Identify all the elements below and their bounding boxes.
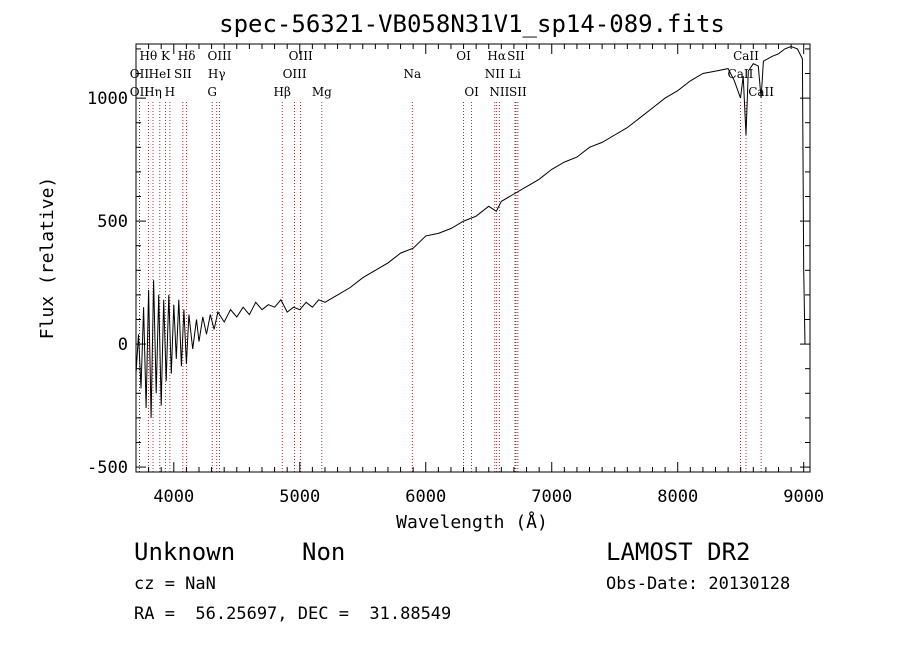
line-label-16: Na (403, 67, 421, 81)
coordinates-text: RA = 56.25697, DEC = 31.88549 (134, 604, 452, 624)
emission-line-markers (139, 102, 762, 472)
line-label-24: SII (509, 85, 527, 99)
chart-title: spec-56321-VB058N31V1_sp14-089.fits (219, 10, 725, 38)
x-tick-label-0: 4000 (153, 487, 194, 507)
y-axis-label: Flux (relative) (37, 177, 58, 340)
line-label-15: Mg (312, 85, 332, 99)
line-label-20: SII (507, 49, 525, 63)
plot-frame (135, 43, 811, 473)
subclass-label: Non (302, 538, 346, 566)
line-label-7: SII (174, 67, 192, 81)
line-label-6: Hδ (178, 49, 196, 63)
line-label-13: OIII (283, 67, 307, 81)
line-label-17: OI (456, 49, 471, 63)
line-label-21: NII (485, 67, 505, 81)
line-label-18: OI (464, 85, 479, 99)
y-tick-label-2: 500 (97, 212, 128, 232)
x-tick-label-4: 8000 (657, 487, 698, 507)
line-label-0: Hθ (139, 49, 157, 63)
x-axis-label: Wavelength (Å) (396, 511, 548, 533)
y-tick-label-3: 1000 (87, 89, 128, 109)
line-label-5: Hη (144, 85, 162, 99)
line-label-9: OIII (207, 49, 231, 63)
line-label-8: H (165, 85, 175, 99)
x-tick-label-1: 5000 (279, 487, 320, 507)
line-label-26: CaII (728, 67, 754, 81)
line-label-2: OII (130, 85, 150, 99)
spectrum-series-line (135, 45, 806, 418)
x-tick-label-5: 9000 (783, 487, 824, 507)
y-tick-label-1: 0 (118, 335, 128, 355)
x-tick-label-3: 7000 (531, 487, 572, 507)
line-label-11: G (207, 85, 217, 99)
line-label-12: OIII (289, 49, 313, 63)
x-axis-ticks: 4000 5000 6000 7000 8000 9000 (135, 44, 824, 507)
redshift-text: cz = NaN (134, 574, 216, 594)
spectrum-chart: spec-56321-VB058N31V1_sp14-089.fits Hθ OI… (37, 10, 824, 533)
x-tick-label-2: 6000 (405, 487, 446, 507)
class-label: Unknown (134, 538, 236, 566)
line-label-19: Hα (487, 49, 506, 63)
y-axis-ticks: -500 0 500 1000 (87, 48, 810, 478)
line-label-22: Li (509, 67, 521, 81)
obs-date-text: Obs-Date: 20130128 (606, 574, 791, 594)
y-tick-label-0: -500 (87, 458, 128, 478)
line-label-3: K (161, 49, 171, 63)
survey-label: LAMOST DR2 (606, 538, 751, 566)
line-label-10: Hγ (208, 67, 226, 81)
line-label-25: CaII (733, 49, 759, 63)
line-label-4: HeI (149, 67, 172, 81)
line-label-14: Hβ (274, 85, 291, 99)
line-label-23: NII (489, 85, 509, 99)
